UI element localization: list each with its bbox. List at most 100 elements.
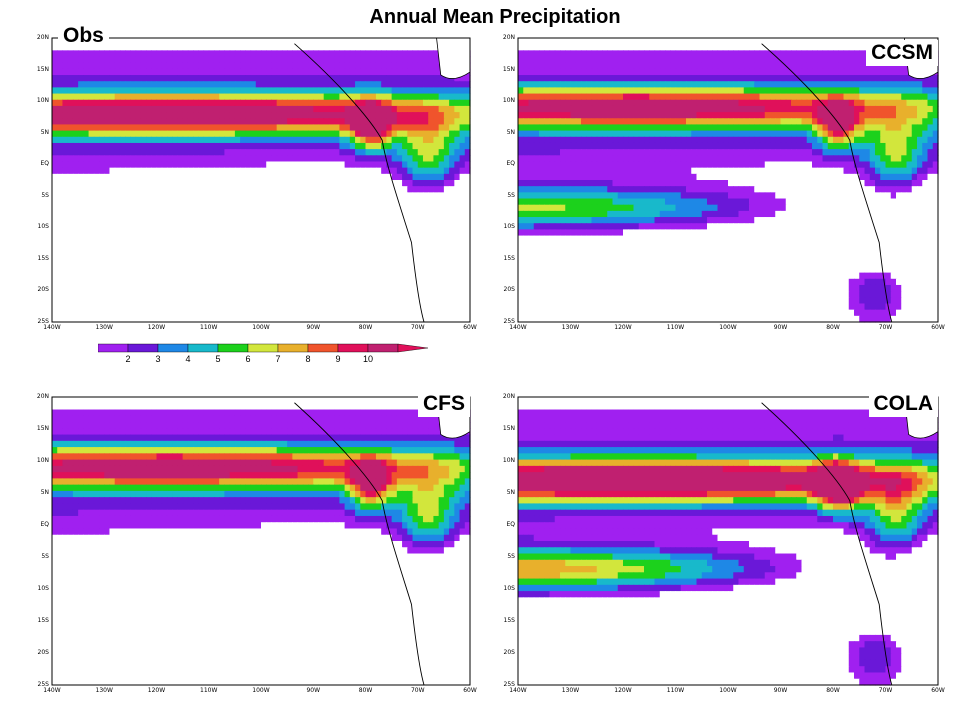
y-tick-label: 5N <box>506 128 515 136</box>
x-tick-label: 100W <box>252 324 270 331</box>
y-tick-label: 10N <box>502 97 515 105</box>
y-tick-label: 10S <box>503 223 515 231</box>
y-tick-label: 15N <box>502 425 515 432</box>
legend-bar <box>97 343 429 353</box>
y-tick-label: 25S <box>503 681 515 688</box>
y-tick-label: 5S <box>507 553 515 560</box>
coastline <box>294 402 425 686</box>
map-obs <box>51 37 471 323</box>
coastline <box>761 402 893 686</box>
panel-ccsm: CCSM 20N 15N 10N 5N EQ 5S 10S 15S 20S 25S 140W 130W… <box>503 34 945 331</box>
legend-swatch <box>247 343 279 353</box>
x-tick-label: 80W <box>826 687 840 694</box>
y-tick-label: 10S <box>37 223 49 231</box>
legend-swatch <box>97 343 129 353</box>
x-tick-label: 140W <box>509 687 527 694</box>
x-tick-label: 110W <box>200 687 218 694</box>
panel-cola: COLA 20N 15N 10N 5N EQ 5S 10S 15S 20S 25S 140W 130W… <box>503 391 945 694</box>
y-tick-label: 15N <box>36 425 49 432</box>
legend-swatch <box>277 343 309 353</box>
x-tick-label: 110W <box>200 324 218 331</box>
legend-label: 9 <box>335 354 341 364</box>
legend-swatch <box>127 343 159 353</box>
legend-swatch <box>157 343 189 353</box>
map-ccsm <box>517 37 939 323</box>
y-tick-label: 5S <box>41 191 49 199</box>
y-tick-label: 20S <box>37 649 49 656</box>
legend-swatch <box>307 343 339 353</box>
y-tick-label: 15S <box>37 254 49 262</box>
y-tick-label: 10N <box>36 97 49 105</box>
legend-label: 10 <box>362 354 373 364</box>
x-tick-label: 130W <box>95 687 113 694</box>
y-tick-label: 20N <box>502 34 515 41</box>
x-tick-label: 70W <box>878 687 893 694</box>
x-tick-label: 120W <box>614 324 632 331</box>
map-cola <box>517 396 939 686</box>
coastline <box>294 43 425 323</box>
x-tick-label: 130W <box>561 687 580 694</box>
panel-label-ccsm: CCSM <box>866 40 938 66</box>
land-mask <box>436 37 471 79</box>
legend-label: 5 <box>215 354 221 364</box>
x-tick-label: 70W <box>410 687 425 694</box>
x-tick-label: 80W <box>358 324 373 331</box>
x-tick-label: 100W <box>252 687 270 694</box>
x-tick-label: 110W <box>666 324 685 331</box>
x-tick-label: 90W <box>773 687 788 694</box>
x-tick-label: 60W <box>931 687 945 694</box>
field-cells <box>52 38 471 323</box>
y-tick-label: 15S <box>503 254 515 262</box>
y-tick-label: 20S <box>503 286 515 294</box>
y-tick-label: 15S <box>37 617 49 624</box>
legend-label: 6 <box>245 354 251 364</box>
y-tick-label: 20S <box>503 649 515 656</box>
chart-title: Annual Mean Precipitation <box>369 6 621 28</box>
legend-swatch <box>217 343 249 353</box>
legend-label: 3 <box>155 354 161 364</box>
panel-cfs: CFS 20N 15N 10N 5N EQ 5S 10S 15S 20S 25S 140W 130W 1… <box>37 391 477 694</box>
y-tick-label: 20N <box>502 393 515 400</box>
x-tick-label: 140W <box>43 687 61 694</box>
y-tick-label: 15S <box>503 617 515 624</box>
legend-swatch <box>337 343 369 353</box>
y-tick-label: 10N <box>502 457 515 464</box>
y-tick-label: 10N <box>36 457 49 464</box>
y-tick-label: EQ <box>40 521 49 528</box>
map-cfs <box>51 396 471 686</box>
panel-label-cola: COLA <box>868 391 938 417</box>
x-tick-label: 80W <box>826 324 840 331</box>
y-tick-label: 5N <box>506 489 515 496</box>
x-tick-label: 60W <box>931 324 945 331</box>
y-tick-label: 5S <box>507 191 515 199</box>
x-tick-label: 140W <box>43 324 61 331</box>
map-frame <box>517 37 939 323</box>
y-tick-label: 15N <box>36 65 49 73</box>
x-tick-label: 120W <box>147 324 166 331</box>
x-tick-label: 90W <box>306 324 321 331</box>
y-tick-label: 20N <box>36 393 49 400</box>
y-tick-label: 5N <box>40 489 49 496</box>
x-tick-label: 80W <box>358 687 373 694</box>
y-tick-label: 20S <box>37 286 49 294</box>
field-cells <box>518 38 939 323</box>
field-cells <box>518 397 939 686</box>
x-tick-label: 100W <box>719 687 737 694</box>
x-tick-label: 90W <box>306 687 321 694</box>
legend-swatch <box>367 343 399 353</box>
x-tick-label: 100W <box>719 324 737 331</box>
x-tick-label: 60W <box>463 687 477 694</box>
y-tick-label: 5S <box>41 553 49 560</box>
coastline <box>761 43 893 323</box>
x-tick-label: 110W <box>666 687 685 694</box>
x-tick-label: 130W <box>561 324 580 331</box>
legend-label: 2 <box>125 354 131 364</box>
y-tick-label: EQ <box>506 160 515 168</box>
map-frame <box>517 396 939 686</box>
map-frame <box>51 396 471 686</box>
x-tick-label: 70W <box>410 324 425 331</box>
x-tick-label: 90W <box>773 324 788 331</box>
map-frame <box>51 37 471 323</box>
x-tick-label: 120W <box>147 687 166 694</box>
y-tick-label: 25S <box>503 318 515 325</box>
